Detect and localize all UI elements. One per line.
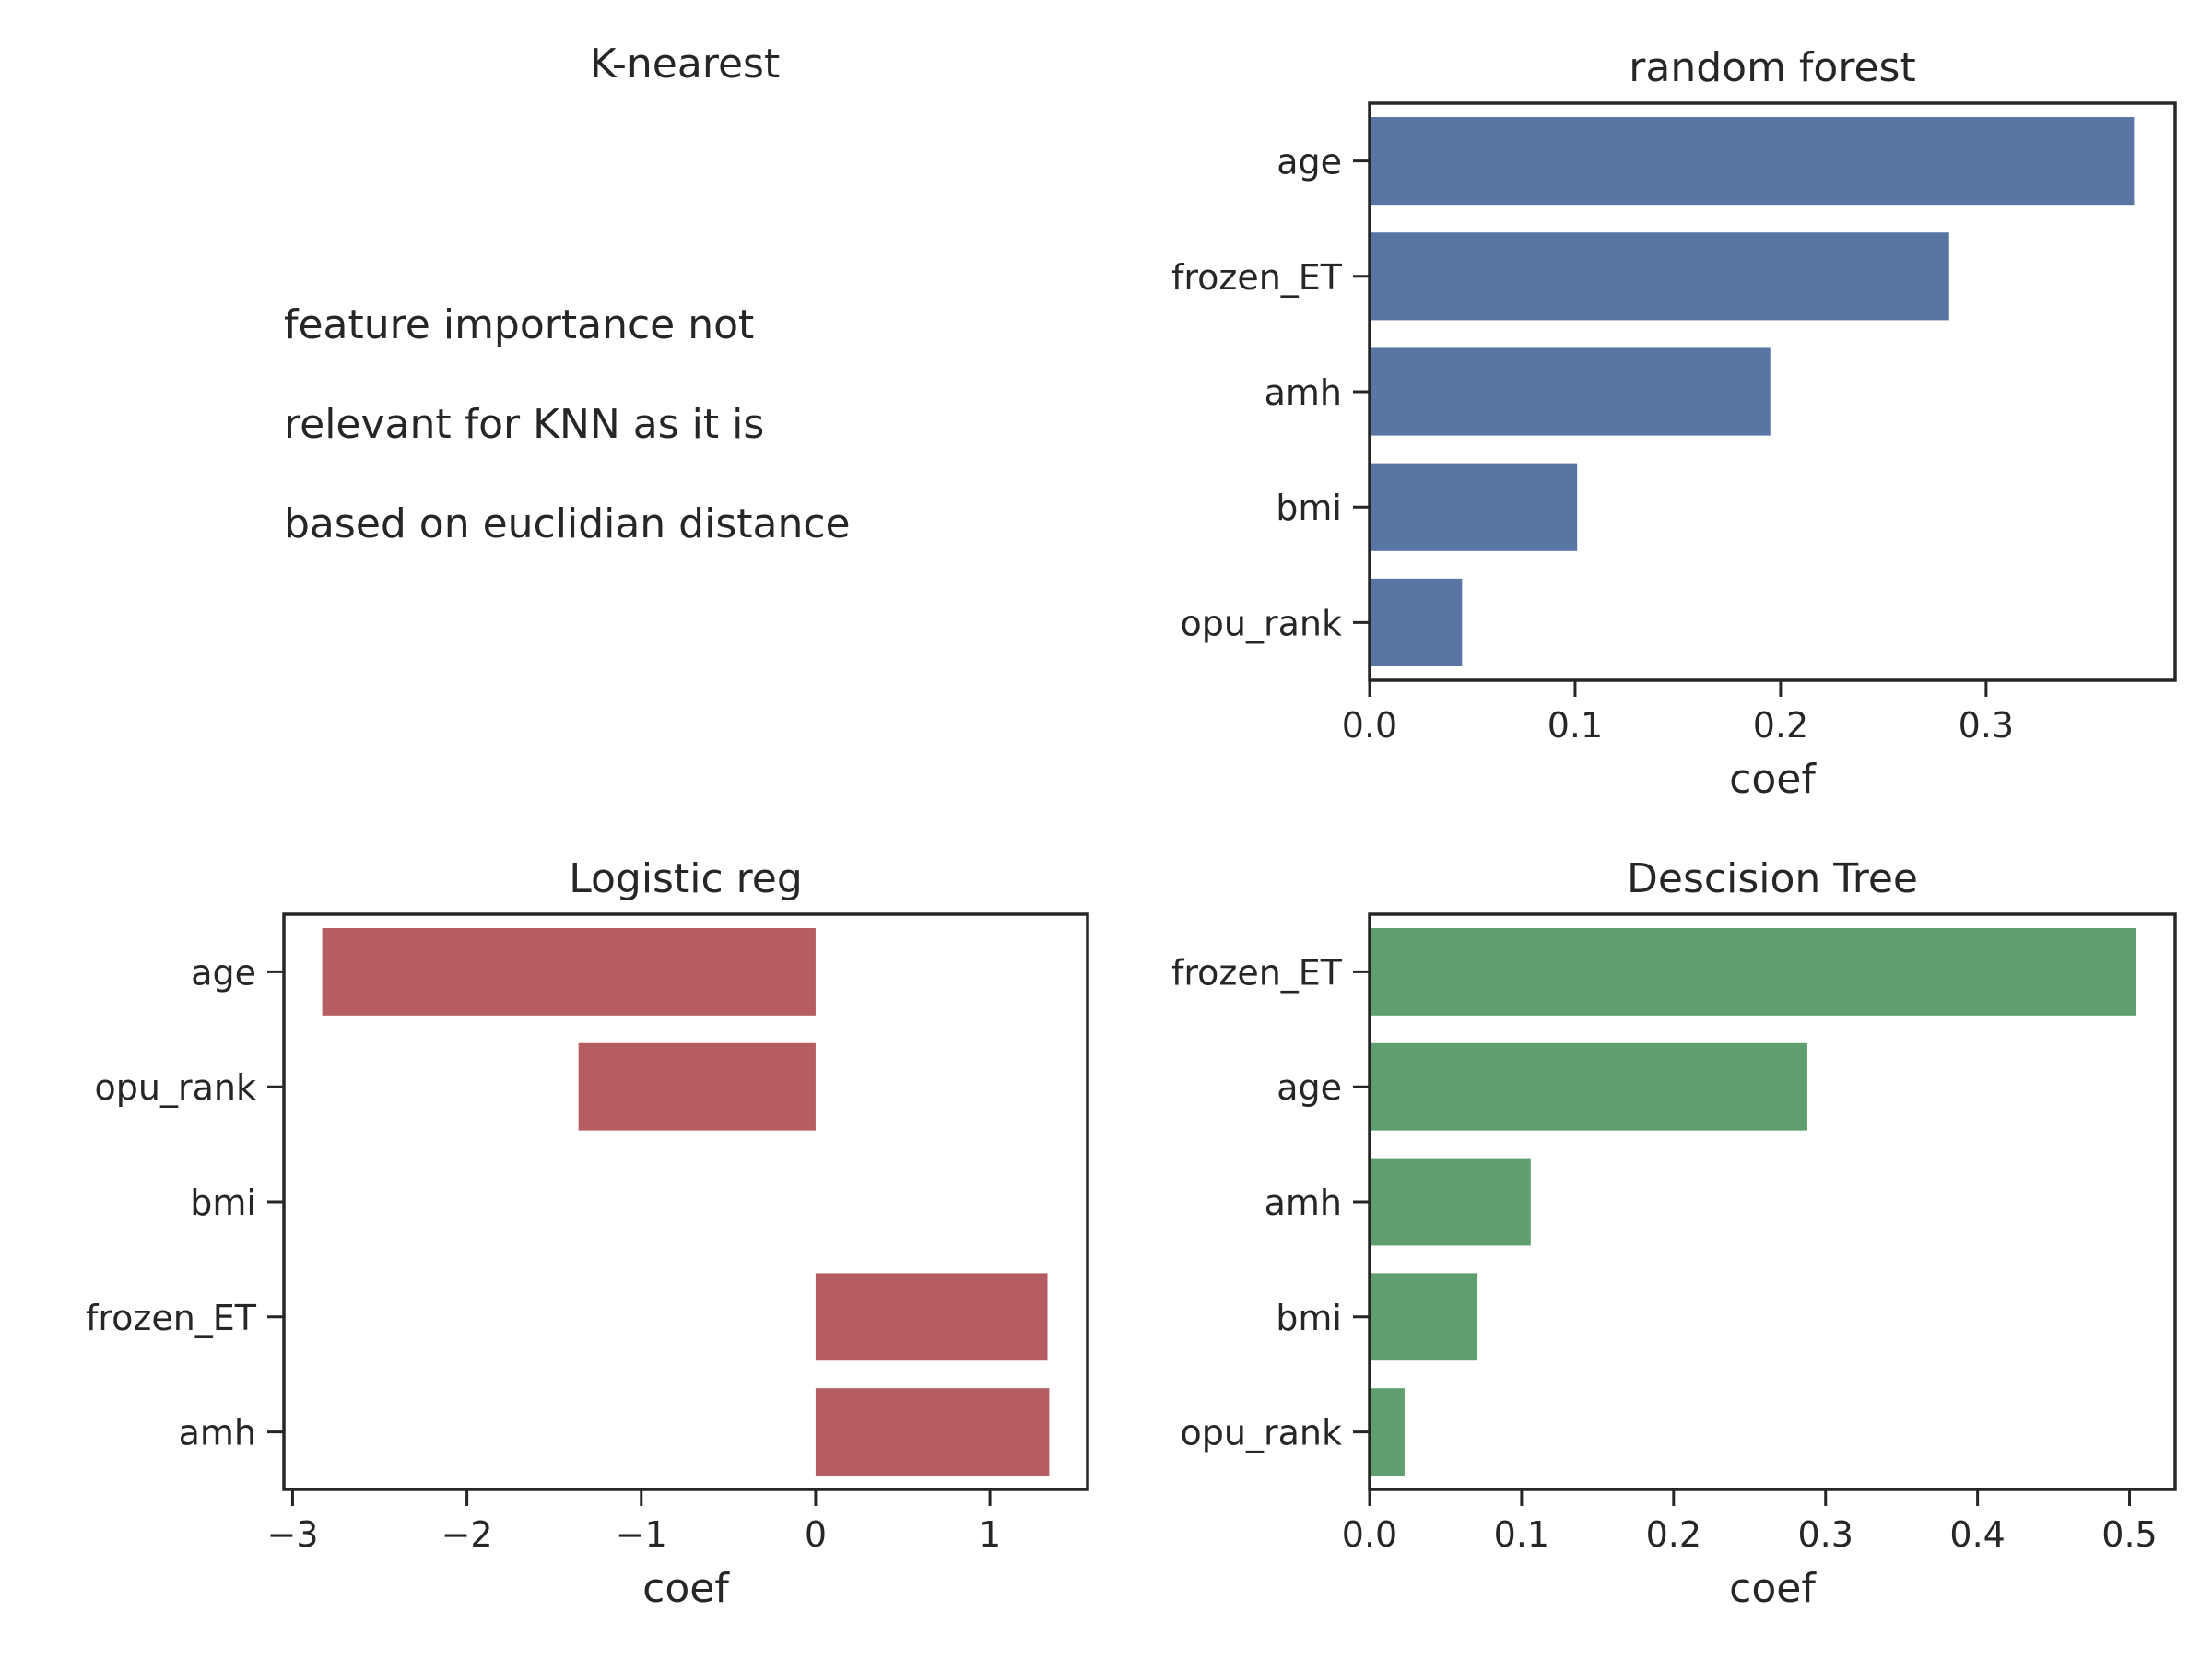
x-tick-label: −3 xyxy=(266,1514,318,1555)
panel-title: random forest xyxy=(1629,44,1915,91)
bar-opu_rank xyxy=(578,1042,816,1131)
bar-amh xyxy=(1370,347,1771,436)
x-tick-label: 0.4 xyxy=(1949,1514,2005,1555)
x-tick-label: 0.1 xyxy=(1494,1514,1549,1555)
x-tick-label: 0 xyxy=(805,1514,827,1555)
y-tick-label: opu_rank xyxy=(1181,1413,1342,1453)
x-tick-label: −2 xyxy=(441,1514,493,1555)
bar-amh xyxy=(1370,1158,1531,1246)
bar-age xyxy=(1370,1042,1807,1131)
y-tick-label: opu_rank xyxy=(95,1067,256,1108)
bar-frozen_ET xyxy=(815,1273,1048,1361)
y-tick-label: age xyxy=(1277,142,1342,182)
x-tick-label: 0.3 xyxy=(1959,705,2014,746)
bar-bmi xyxy=(1370,1273,1478,1361)
x-tick-label: 0.0 xyxy=(1342,1514,1397,1555)
x-tick-label: 0.3 xyxy=(1797,1514,1853,1555)
bar-frozen_ET xyxy=(1370,927,2136,1016)
bar-bmi xyxy=(1370,463,1578,551)
knn-note-line: based on euclidian distance xyxy=(284,500,851,547)
x-tick-label: 0.5 xyxy=(2101,1514,2157,1555)
x-tick-label: −1 xyxy=(616,1514,667,1555)
knn-note-line: relevant for KNN as it is xyxy=(284,401,765,448)
x-tick-label: 0.1 xyxy=(1547,705,1603,746)
knn-note-line: feature importance not xyxy=(284,301,755,348)
y-tick-label: bmi xyxy=(190,1182,256,1223)
x-tick-label: 0.2 xyxy=(1753,705,1808,746)
knn-note: feature importance not relevant for KNN … xyxy=(284,251,851,599)
y-tick-label: frozen_ET xyxy=(1171,952,1343,993)
bar-opu_rank xyxy=(1370,578,1463,666)
x-axis-label: coef xyxy=(1729,756,1817,803)
y-tick-label: frozen_ET xyxy=(1171,257,1343,298)
knn-title: K-nearest xyxy=(590,41,780,88)
y-tick-label: age xyxy=(1277,1067,1342,1108)
y-tick-label: opu_rank xyxy=(1181,603,1342,643)
x-axis-label: coef xyxy=(1729,1565,1817,1612)
axes-frame xyxy=(282,912,1089,1491)
y-tick-label: amh xyxy=(1265,1182,1342,1223)
axes-frame xyxy=(1368,912,2177,1491)
x-tick-label: 1 xyxy=(979,1514,1001,1555)
y-tick-label: amh xyxy=(1265,372,1342,413)
bar-frozen_ET xyxy=(1370,232,1949,321)
bar-age xyxy=(322,927,816,1016)
axes-frame xyxy=(1368,101,2177,682)
y-tick-label: bmi xyxy=(1276,488,1342,528)
y-tick-label: age xyxy=(191,952,256,993)
x-axis-label: coef xyxy=(642,1565,730,1612)
x-tick-label: 0.2 xyxy=(1646,1514,1701,1555)
y-tick-label: amh xyxy=(179,1413,256,1453)
panel-title: Logistic reg xyxy=(569,855,803,902)
x-tick-label: 0.0 xyxy=(1342,705,1397,746)
bar-amh xyxy=(815,1388,1050,1477)
y-tick-label: frozen_ET xyxy=(86,1298,257,1338)
bar-opu_rank xyxy=(1370,1388,1405,1477)
y-tick-label: bmi xyxy=(1276,1298,1342,1338)
bar-age xyxy=(1370,117,2135,206)
panel-title: Descision Tree xyxy=(1627,855,1918,902)
